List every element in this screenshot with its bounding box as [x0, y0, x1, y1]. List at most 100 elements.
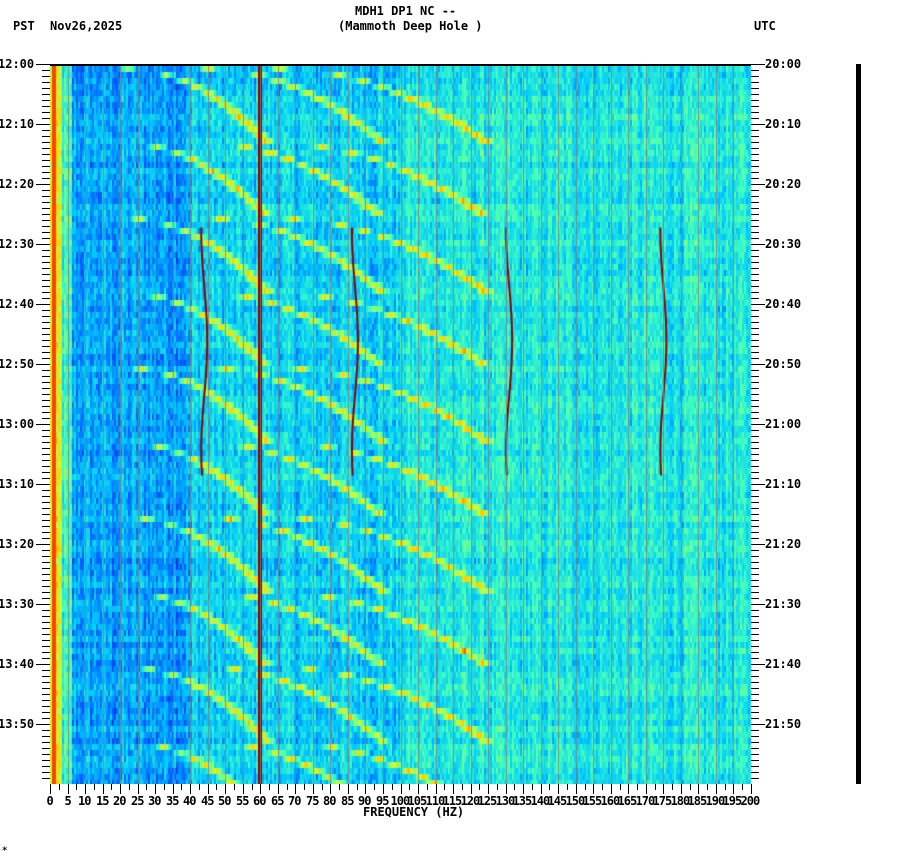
y-tick-left — [42, 706, 50, 707]
y-tick-right — [751, 724, 765, 725]
y-label-pst: 12:30 — [0, 237, 35, 251]
y-tick-right — [751, 118, 759, 119]
y-tick-right — [751, 430, 759, 431]
y-tick-left — [42, 268, 50, 269]
x-tick — [365, 784, 366, 794]
y-tick-left — [42, 148, 50, 149]
y-label-utc: 20:30 — [765, 237, 802, 251]
y-tick-left — [42, 568, 50, 569]
x-label: 55 — [236, 794, 249, 808]
y-tick-left — [42, 628, 50, 629]
x-label: 180 — [670, 794, 691, 808]
y-tick-right — [751, 700, 759, 701]
y-tick-left — [42, 538, 50, 539]
spectrogram-image — [50, 66, 751, 784]
y-tick-left — [42, 622, 50, 623]
y-tick-left — [42, 220, 50, 221]
x-label: 40 — [183, 794, 196, 808]
y-tick-right — [751, 196, 759, 197]
y-tick-right — [751, 388, 759, 389]
y-tick-left — [42, 412, 50, 413]
y-tick-right — [751, 664, 765, 665]
y-tick-right — [751, 730, 759, 731]
x-label: 150 — [565, 794, 586, 808]
y-label-pst: 13:10 — [0, 477, 35, 491]
y-tick-left — [42, 562, 50, 563]
y-tick-left — [42, 388, 50, 389]
x-tick — [392, 784, 393, 790]
x-tick — [471, 784, 472, 794]
y-tick-right — [751, 352, 759, 353]
x-tick — [164, 784, 165, 790]
y-tick-right — [751, 694, 759, 695]
x-tick — [269, 784, 270, 790]
x-tick — [427, 784, 428, 790]
y-tick-left — [42, 466, 50, 467]
x-tick — [733, 784, 734, 794]
y-tick-right — [751, 508, 759, 509]
x-label: 5 — [64, 794, 72, 808]
y-tick-right — [751, 772, 759, 773]
x-tick — [672, 784, 673, 790]
y-label-pst: 12:40 — [0, 297, 35, 311]
y-label-pst: 13:30 — [0, 597, 35, 611]
y-tick-right — [751, 322, 759, 323]
y-tick-left — [42, 70, 50, 71]
y-tick-left — [42, 100, 50, 101]
x-label: 65 — [271, 794, 284, 808]
y-tick-right — [751, 448, 759, 449]
x-label: 85 — [341, 794, 354, 808]
y-tick-right — [751, 520, 759, 521]
y-tick-right — [751, 298, 759, 299]
x-label: 195 — [722, 794, 743, 808]
y-tick-right — [751, 172, 759, 173]
y-tick-right — [751, 712, 759, 713]
x-label: 35 — [166, 794, 179, 808]
y-tick-left — [42, 496, 50, 497]
y-tick-left — [42, 454, 50, 455]
x-tick — [339, 784, 340, 790]
y-tick-right — [751, 274, 759, 275]
y-tick-left — [42, 682, 50, 683]
y-tick-left — [42, 394, 50, 395]
x-tick — [295, 784, 296, 794]
x-tick — [716, 784, 717, 794]
x-tick — [576, 784, 577, 794]
y-label-utc: 20:00 — [765, 57, 802, 71]
y-tick-left — [42, 640, 50, 641]
y-tick-right — [751, 148, 759, 149]
y-tick-left — [36, 724, 50, 725]
x-tick — [374, 784, 375, 790]
y-tick-right — [751, 598, 759, 599]
x-tick — [313, 784, 314, 794]
x-label: 50 — [218, 794, 231, 808]
y-tick-right — [751, 286, 759, 287]
y-tick-left — [42, 118, 50, 119]
y-tick-left — [36, 244, 50, 245]
y-tick-left — [42, 526, 50, 527]
x-tick — [681, 784, 682, 794]
x-tick — [357, 784, 358, 790]
x-tick — [401, 784, 402, 794]
y-tick-left — [42, 76, 50, 77]
y-tick-left — [42, 172, 50, 173]
station-title: MDH1 DP1 NC -- — [355, 4, 457, 18]
x-label: 80 — [323, 794, 336, 808]
x-tick — [287, 784, 288, 790]
x-label: 190 — [705, 794, 726, 808]
y-tick-left — [42, 166, 50, 167]
y-tick-left — [42, 340, 50, 341]
y-tick-right — [751, 358, 759, 359]
y-tick-right — [751, 586, 759, 587]
y-tick-right — [751, 760, 759, 761]
x-tick — [120, 784, 121, 794]
date-label: Nov26,2025 — [50, 19, 123, 33]
y-tick-left — [42, 208, 50, 209]
y-tick-left — [42, 430, 50, 431]
y-tick-right — [751, 550, 759, 551]
y-tick-left — [42, 352, 50, 353]
y-tick-right — [751, 736, 759, 737]
y-tick-right — [751, 100, 759, 101]
y-tick-left — [42, 82, 50, 83]
y-tick-right — [751, 106, 759, 107]
